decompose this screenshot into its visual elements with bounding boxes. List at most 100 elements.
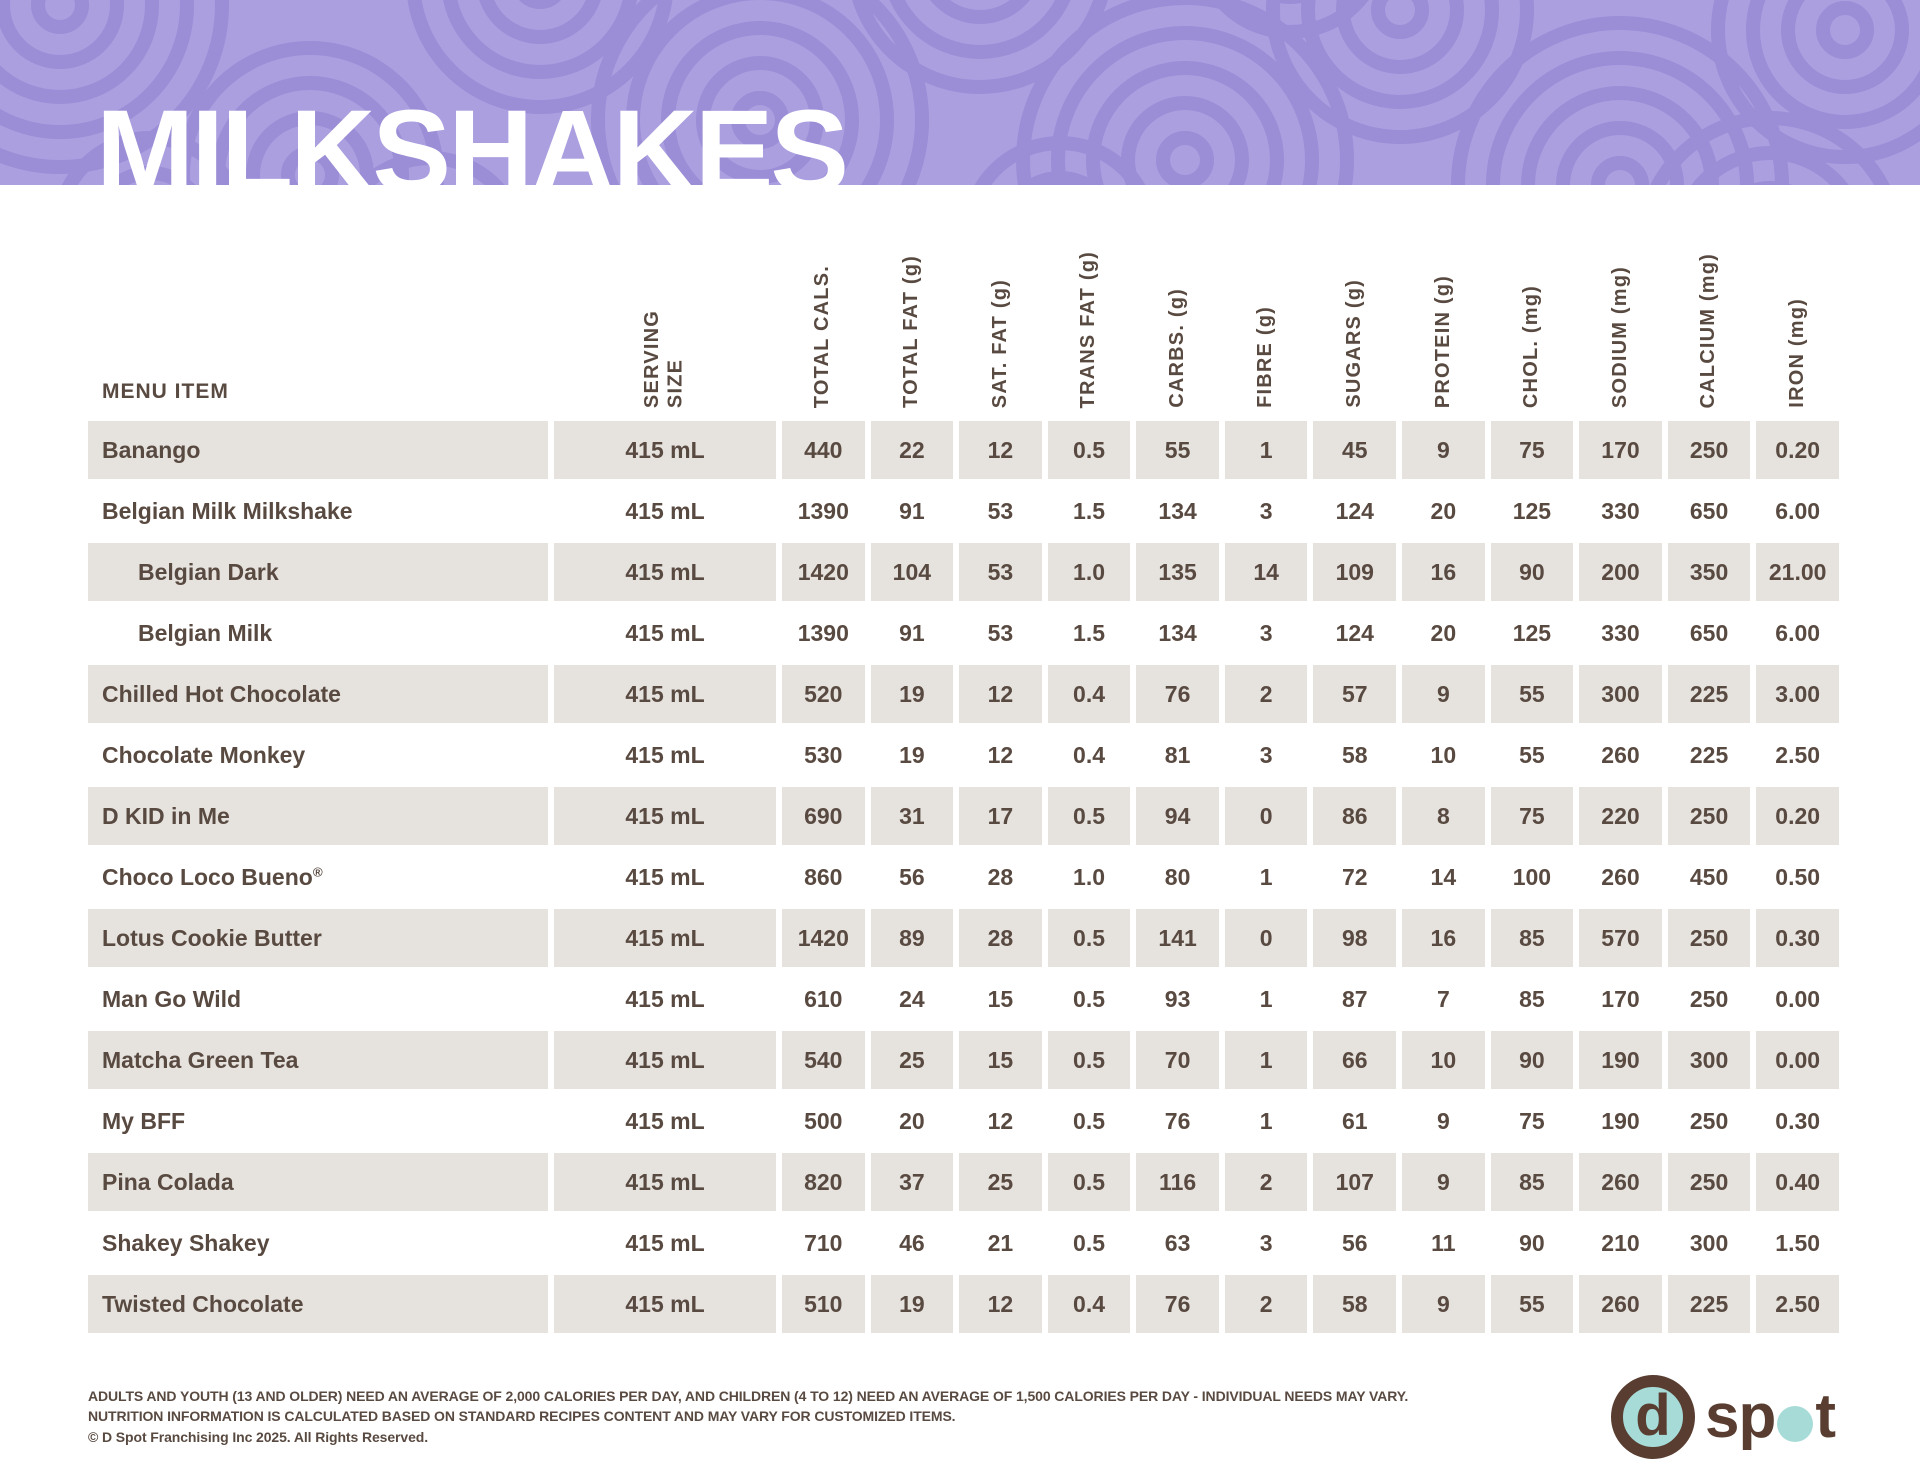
- nutrition-value: 1: [1224, 848, 1308, 906]
- nutrition-value: 330: [1579, 604, 1662, 662]
- nutrition-value: 260: [1579, 1275, 1662, 1333]
- nutrition-value: 1420: [782, 909, 865, 967]
- nutrition-value: 225: [1667, 726, 1751, 784]
- menu-item-name: Shakey Shakey: [88, 1214, 548, 1272]
- nutrition-value: 415 mL: [554, 1214, 776, 1272]
- nutrition-value: 260: [1579, 848, 1662, 906]
- nutrition-value: 0.5: [1047, 1031, 1131, 1089]
- nutrition-value: 0.20: [1756, 421, 1839, 479]
- disclaimer-line-3: © D Spot Franchising Inc 2025. All Right…: [88, 1428, 429, 1445]
- table-row: Choco Loco Bueno® 415 mL 860 56 28 1.0 80 1 72 14…: [88, 848, 1839, 906]
- nutrition-value: 210: [1579, 1214, 1662, 1272]
- nutrition-value: 0.40: [1756, 1153, 1839, 1211]
- nutrition-value: 415 mL: [554, 726, 776, 784]
- nutrition-value: 85: [1490, 1153, 1574, 1211]
- nutrition-value: 125: [1490, 604, 1574, 662]
- nutrition-value: 250: [1667, 970, 1751, 1028]
- nutrition-value: 415 mL: [554, 970, 776, 1028]
- nutrition-value: 415 mL: [554, 909, 776, 967]
- nutrition-value: 107: [1313, 1153, 1397, 1211]
- nutrition-value: 1420: [782, 543, 865, 601]
- nutrition-value: 31: [870, 787, 954, 845]
- nutrition-value: 200: [1579, 543, 1662, 601]
- nutrition-value: 87: [1313, 970, 1397, 1028]
- nutrition-value: 190: [1579, 1092, 1662, 1150]
- dspot-logo: d sp t: [1610, 1372, 1836, 1462]
- logo-letters-sp: sp: [1704, 1382, 1776, 1451]
- nutrition-value: 55: [1490, 1275, 1574, 1333]
- nutrition-value: 415 mL: [554, 665, 776, 723]
- nutrition-value: 45: [1313, 421, 1397, 479]
- nutrition-value: 450: [1667, 848, 1751, 906]
- nutrition-value: 860: [782, 848, 865, 906]
- nutrition-value: 690: [782, 787, 865, 845]
- column-header-iron: IRON (mg): [1785, 298, 1808, 408]
- nutrition-value: 415 mL: [554, 1031, 776, 1089]
- nutrition-value: 0: [1224, 909, 1308, 967]
- nutrition-value: 2.50: [1756, 726, 1839, 784]
- nutrition-value: 650: [1667, 604, 1751, 662]
- nutrition-value: 9: [1402, 665, 1485, 723]
- nutrition-value: 0.5: [1047, 787, 1131, 845]
- nutrition-value: 61: [1313, 1092, 1397, 1150]
- nutrition-value: 650: [1667, 482, 1751, 540]
- nutrition-value: 16: [1402, 909, 1485, 967]
- nutrition-value: 116: [1136, 1153, 1219, 1211]
- nutrition-value: 21: [959, 1214, 1042, 1272]
- nutrition-value: 28: [959, 848, 1042, 906]
- nutrition-value: 415 mL: [554, 604, 776, 662]
- nutrition-value: 330: [1579, 482, 1662, 540]
- nutrition-value: 2: [1224, 1153, 1308, 1211]
- nutrition-value: 9: [1402, 1275, 1485, 1333]
- nutrition-value: 12: [959, 726, 1042, 784]
- nutrition-value: 19: [870, 726, 954, 784]
- nutrition-value: 1.5: [1047, 604, 1131, 662]
- nutrition-value: 0.00: [1756, 1031, 1839, 1089]
- table-row: My BFF 415 mL 500 20 12 0.5 76 1 61 9 75 190 250 0.30: [88, 1092, 1839, 1150]
- table-row: Lotus Cookie Butter 415 mL 1420 89 28 0.5 141 0…: [88, 909, 1839, 967]
- menu-item-name: Pina Colada: [88, 1153, 548, 1211]
- nutrition-value: 225: [1667, 1275, 1751, 1333]
- table-body: Banango 415 mL 440 22 12 0.5 55 1 45 9 75 170 250 0.2…: [88, 421, 1839, 1333]
- table-row: D KID in Me 415 mL 690 31 17 0.5 94 0 86 8 75 220 25…: [88, 787, 1839, 845]
- nutrition-value: 141: [1136, 909, 1219, 967]
- nutrition-value: 25: [870, 1031, 954, 1089]
- nutrition-value: 1.0: [1047, 543, 1131, 601]
- column-header-total-cals: TOTAL CALS.: [811, 264, 834, 408]
- nutrition-value: 415 mL: [554, 1153, 776, 1211]
- nutrition-value: 250: [1667, 909, 1751, 967]
- nutrition-value: 610: [782, 970, 865, 1028]
- nutrition-value: 63: [1136, 1214, 1219, 1272]
- nutrition-value: 1.0: [1047, 848, 1131, 906]
- nutrition-value: 90: [1490, 1031, 1574, 1089]
- nutrition-value: 7: [1402, 970, 1485, 1028]
- nutrition-value: 76: [1136, 1275, 1219, 1333]
- nutrition-value: 55: [1136, 421, 1219, 479]
- nutrition-value: 21.00: [1756, 543, 1839, 601]
- column-header-menu-item: MENU ITEM: [102, 380, 229, 403]
- nutrition-value: 0.50: [1756, 848, 1839, 906]
- nutrition-value: 0.00: [1756, 970, 1839, 1028]
- column-header-sugars: SUGARS (g): [1342, 279, 1365, 408]
- swirl-pattern-decoration: [0, 0, 1920, 185]
- nutrition-value: 2.50: [1756, 1275, 1839, 1333]
- nutrition-value: 1390: [782, 604, 865, 662]
- disclaimer-text: ADULTS AND YOUTH (13 AND OLDER) NEED AN …: [88, 1386, 1851, 1447]
- column-header-fibre: FIBRE (g): [1254, 306, 1277, 408]
- nutrition-value: 0.5: [1047, 421, 1131, 479]
- nutrition-value: 9: [1402, 1153, 1485, 1211]
- column-header-protein: PROTEIN (g): [1431, 274, 1454, 408]
- nutrition-value: 1.5: [1047, 482, 1131, 540]
- nutrition-value: 11: [1402, 1214, 1485, 1272]
- nutrition-value: 1390: [782, 482, 865, 540]
- nutrition-value: 55: [1490, 726, 1574, 784]
- logo-letter-t: t: [1815, 1382, 1836, 1451]
- nutrition-value: 70: [1136, 1031, 1219, 1089]
- nutrition-value: 1: [1224, 1092, 1308, 1150]
- nutrition-value: 76: [1136, 665, 1219, 723]
- menu-item-name: Twisted Chocolate: [88, 1275, 548, 1333]
- column-header-carbs: CARBS. (g): [1165, 288, 1188, 408]
- nutrition-value: 124: [1313, 482, 1397, 540]
- nutrition-value: 16: [1402, 543, 1485, 601]
- nutrition-value: 22: [870, 421, 954, 479]
